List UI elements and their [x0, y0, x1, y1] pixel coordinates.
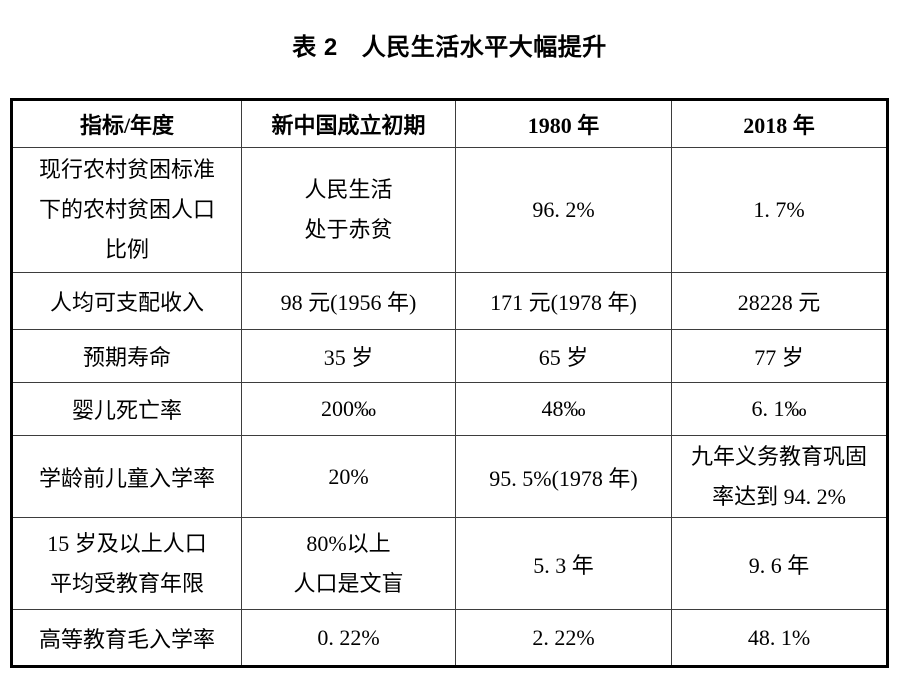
- table-cell: 九年义务教育巩固 率达到 94. 2%: [671, 435, 888, 518]
- table-cell: 现行农村贫困标准 下的农村贫困人口 比例: [11, 147, 242, 273]
- table-cell: 20%: [241, 435, 456, 518]
- data-table: 指标/年度 新中国成立初期 1980 年 2018 年 现行农村贫困标准 下的农…: [10, 98, 889, 668]
- table-cell: 人均可支配收入: [11, 272, 242, 330]
- table-cell: 0. 22%: [241, 609, 456, 667]
- table-cell: 2. 22%: [455, 609, 672, 667]
- table-row: 高等教育毛入学率 0. 22% 2. 22% 48. 1%: [11, 609, 888, 667]
- header-cell-early-prc: 新中国成立初期: [241, 99, 456, 148]
- header-cell-2018: 2018 年: [671, 99, 888, 148]
- table-cell: 预期寿命: [11, 329, 242, 383]
- header-cell-1980: 1980 年: [455, 99, 672, 148]
- header-cell-indicator: 指标/年度: [11, 99, 242, 148]
- cell-line: 人口是文盲: [293, 570, 404, 596]
- table-row: 学龄前儿童入学率 20% 95. 5%(1978 年) 九年义务教育巩固 率达到…: [11, 435, 888, 518]
- table-cell: 9. 6 年: [671, 517, 888, 610]
- table-cell: 77 岁: [671, 329, 888, 383]
- cell-line: 处于赤贫: [304, 217, 393, 242]
- table-cell: 48‰: [455, 382, 672, 436]
- table-caption-label: 表 2: [292, 34, 338, 61]
- cell-line: 比例: [104, 237, 149, 262]
- cell-line: 下的农村贫困人口: [38, 197, 215, 222]
- table-cell: 人民生活 处于赤贫: [241, 147, 456, 273]
- table-cell: 婴儿死亡率: [11, 382, 242, 436]
- table-caption: 表 2 人民生活水平大幅提升: [0, 0, 899, 62]
- table-cell: 171 元(1978 年): [455, 272, 672, 330]
- table-cell: 96. 2%: [455, 147, 672, 273]
- table-cell: 95. 5%(1978 年): [455, 435, 672, 518]
- table-caption-title: 人民生活水平大幅提升: [361, 34, 607, 61]
- cell-line: 人民生活: [304, 177, 393, 202]
- table-cell: 5. 3 年: [455, 517, 672, 610]
- cell-line: 15 岁及以上人口: [47, 530, 207, 556]
- table-cell: 98 元(1956 年): [241, 272, 456, 330]
- cell-line: 现行农村贫困标准: [38, 157, 215, 182]
- table-header-row: 指标/年度 新中国成立初期 1980 年 2018 年: [11, 99, 888, 148]
- table-cell: 28228 元: [671, 272, 888, 330]
- table-cell: 200‰: [241, 382, 456, 436]
- table-row: 15 岁及以上人口 平均受教育年限 80%以上 人口是文盲 5. 3 年 9. …: [11, 517, 888, 610]
- table-row: 预期寿命 35 岁 65 岁 77 岁: [11, 329, 888, 383]
- table-cell: 80%以上 人口是文盲: [241, 517, 456, 610]
- table-cell: 48. 1%: [671, 609, 888, 667]
- table-row: 现行农村贫困标准 下的农村贫困人口 比例 人民生活 处于赤贫 96. 2% 1.…: [11, 147, 888, 273]
- cell-line: 九年义务教育巩固: [690, 443, 867, 469]
- cell-line: 率达到 94. 2%: [712, 483, 846, 509]
- table-cell: 35 岁: [241, 329, 456, 383]
- table-cell: 65 岁: [455, 329, 672, 383]
- table-cell: 学龄前儿童入学率: [11, 435, 242, 518]
- cell-line: 平均受教育年限: [49, 570, 204, 596]
- table-cell: 6. 1‰: [671, 382, 888, 436]
- table-cell: 高等教育毛入学率: [11, 609, 242, 667]
- table-cell: 1. 7%: [671, 147, 888, 273]
- table-cell: 15 岁及以上人口 平均受教育年限: [11, 517, 242, 610]
- table-row: 人均可支配收入 98 元(1956 年) 171 元(1978 年) 28228…: [11, 272, 888, 330]
- table-row: 婴儿死亡率 200‰ 48‰ 6. 1‰: [11, 382, 888, 436]
- cell-line: 80%以上: [306, 530, 391, 556]
